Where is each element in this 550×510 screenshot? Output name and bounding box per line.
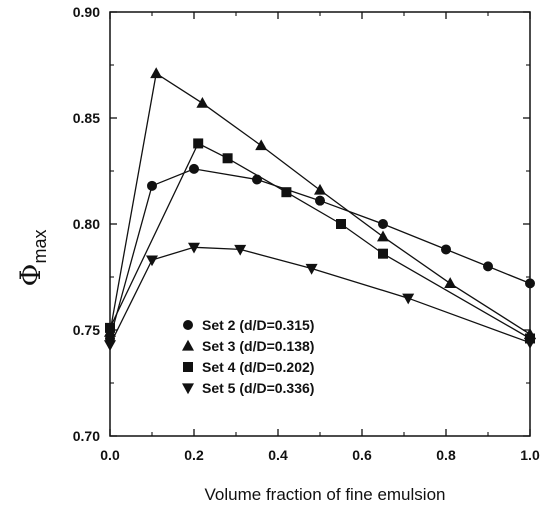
data-point	[234, 244, 247, 256]
data-point	[402, 293, 415, 305]
data-point	[483, 261, 493, 272]
y-tick-label: 0.80	[73, 216, 100, 232]
data-point	[281, 187, 292, 198]
legend: Set 2 (d/D=0.315) Set 3 (d/D=0.138) Set 4 …	[182, 317, 314, 396]
y-tick-label: 0.90	[73, 4, 100, 20]
legend-label: Set 2 (d/D=0.315)	[202, 317, 314, 333]
series-4	[104, 242, 536, 352]
series-3	[105, 138, 535, 344]
data-point	[524, 338, 536, 349]
data-point	[444, 277, 457, 288]
y-tick-label: 0.75	[73, 322, 100, 338]
x-axis-title: Volume fraction of fine emulsion	[205, 485, 446, 504]
data-point	[222, 153, 233, 164]
legend-marker	[182, 383, 194, 395]
data-point	[377, 230, 389, 242]
x-tick-label: 0.2	[184, 447, 204, 463]
svg-text:Φmax: Φmax	[14, 230, 50, 287]
data-point	[105, 322, 115, 333]
x-tick-label: 0.4	[268, 447, 288, 463]
data-point	[188, 242, 200, 254]
series-line	[109, 142, 531, 340]
data-point	[314, 183, 326, 195]
legend-label: Set 5 (d/D=0.336)	[202, 380, 314, 396]
y-axis-title-sub: max	[30, 230, 50, 264]
x-tick-label: 1.0	[520, 447, 540, 463]
data-point	[255, 139, 268, 151]
series-line	[109, 246, 531, 346]
data-point	[336, 219, 346, 229]
legend-label: Set 4 (d/D=0.202)	[202, 359, 314, 375]
legend-item: Set 4 (d/D=0.202)	[183, 359, 314, 375]
plot-frame	[109, 11, 531, 437]
data-point	[104, 340, 116, 352]
legend-item: Set 2 (d/D=0.315)	[183, 317, 314, 333]
data-point	[441, 244, 451, 255]
legend-marker	[183, 320, 193, 330]
legend-marker	[183, 362, 193, 372]
data-point	[305, 263, 318, 275]
data-point	[150, 67, 163, 79]
data-point	[147, 180, 157, 191]
legend-marker	[182, 339, 194, 351]
y-axis-title: Φmax	[14, 230, 50, 287]
y-tick-label: 0.85	[73, 110, 100, 126]
data-point	[378, 219, 388, 229]
data-point	[196, 96, 209, 108]
x-tick-label: 0.8	[436, 447, 456, 463]
data-point	[189, 163, 199, 174]
data-point	[315, 195, 325, 206]
y-tick-label: 0.70	[73, 428, 100, 444]
x-tick-label: 0.6	[352, 447, 372, 463]
data-point	[525, 278, 535, 289]
data-point	[146, 255, 158, 267]
legend-item: Set 5 (d/D=0.336)	[182, 380, 314, 396]
data-point	[193, 138, 204, 149]
legend-item: Set 3 (d/D=0.138)	[182, 338, 314, 354]
data-point	[378, 248, 388, 259]
x-tick-label: 0.0	[100, 447, 120, 463]
y-axis-title-main: Φ	[14, 264, 47, 287]
series-layer	[104, 67, 536, 352]
plot-area	[109, 11, 531, 437]
legend-label: Set 3 (d/D=0.138)	[202, 338, 314, 354]
series-line	[109, 72, 531, 335]
axis-ticks: 0.0 0.2 0.4 0.6 0.8 1.0 0.70 0.75 0.80 0.85 0.90	[73, 4, 540, 463]
